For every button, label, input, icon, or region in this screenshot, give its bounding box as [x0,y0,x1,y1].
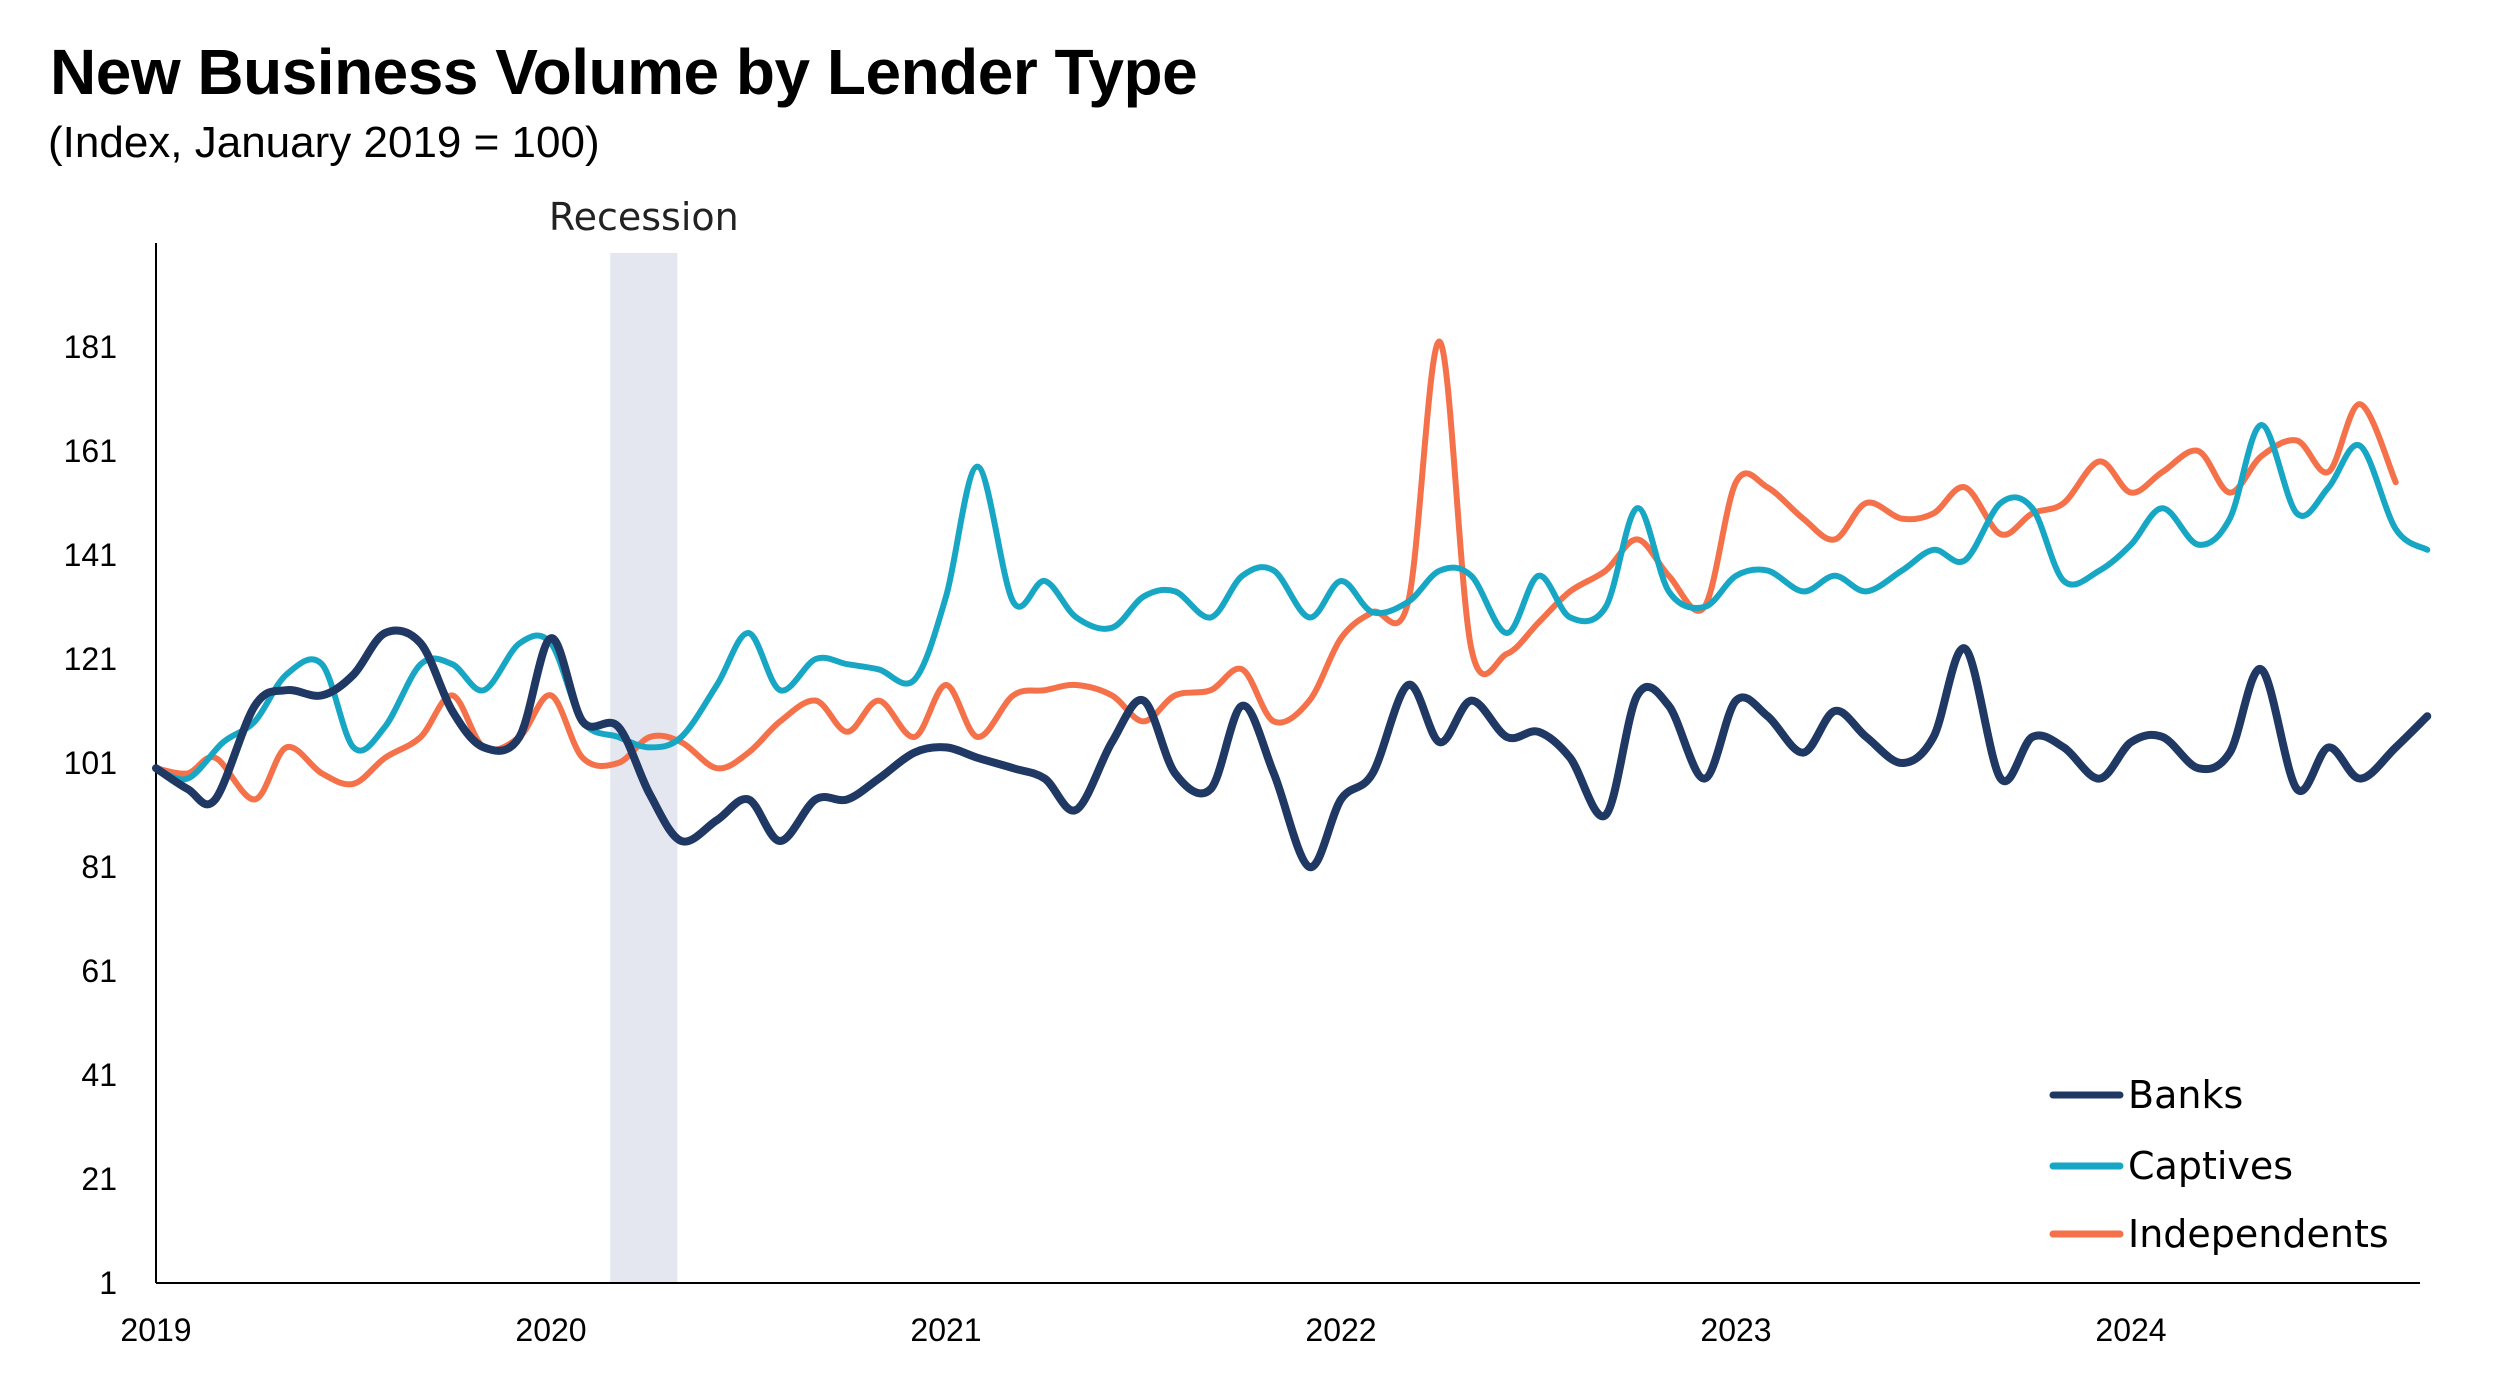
x-tick-label: 2023 [1700,1312,1771,1348]
y-tick-label: 1 [99,1265,117,1301]
recession-label: Recession [549,195,739,239]
legend-label-captives: Captives [2128,1144,2293,1188]
legend-label-banks: Banks [2128,1073,2243,1117]
series-lines [152,338,2432,871]
series-line-banks [152,626,2432,871]
chart-subtitle: (Index, January 2019 = 100) [48,118,600,167]
series-line-independents [153,338,2399,803]
y-tick-label: 121 [64,641,117,677]
legend: Banks Captives Independents [2049,1073,2389,1256]
recession-band [610,253,678,1283]
x-tick-labels: 2019 2020 2021 2022 2023 2024 [120,1312,2166,1348]
y-tick-label: 161 [64,433,117,469]
y-tick-label: 101 [64,745,117,781]
series-line-captives [153,422,2431,783]
x-tick-label: 2019 [120,1312,191,1348]
y-tick-label: 81 [81,849,117,885]
x-tick-label: 2022 [1305,1312,1376,1348]
x-tick-label: 2024 [2095,1312,2166,1348]
y-tick-label: 61 [81,953,117,989]
y-tick-label: 41 [81,1057,117,1093]
x-tick-label: 2020 [515,1312,586,1348]
y-tick-label: 181 [64,329,117,365]
y-tick-label: 141 [64,537,117,573]
axes [155,243,2420,1284]
chart-title: New Business Volume by Lender Type [50,36,1198,108]
legend-label-independents: Independents [2128,1212,2389,1256]
y-tick-label: 21 [81,1161,117,1197]
x-tick-label: 2021 [910,1312,981,1348]
